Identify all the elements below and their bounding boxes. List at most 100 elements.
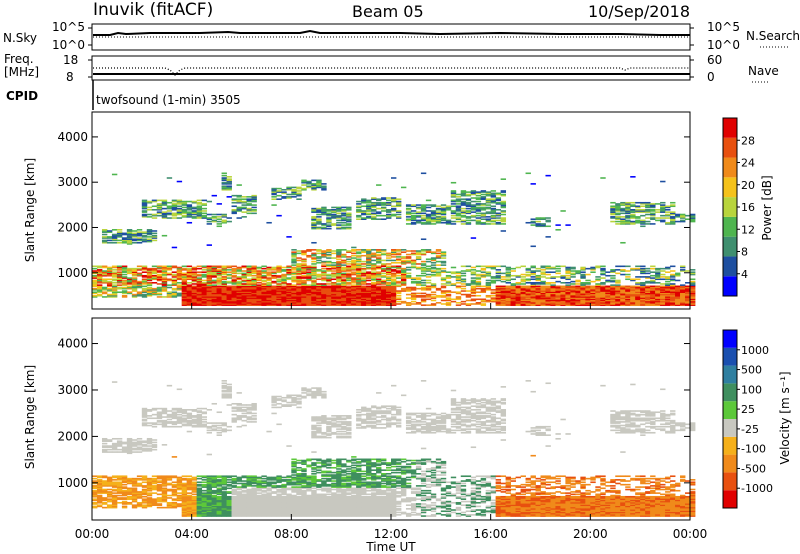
- power-cell: [176, 205, 183, 208]
- power-cell: [371, 291, 377, 294]
- power-cell: [276, 291, 282, 294]
- power-cell: [251, 210, 257, 212]
- power-cell: [376, 212, 382, 215]
- power-cell: [106, 241, 113, 244]
- power-cell: [640, 205, 646, 208]
- power-cell: [440, 271, 447, 273]
- power-cell: [336, 274, 342, 277]
- power-cell: [166, 286, 173, 289]
- power-cell: [495, 303, 502, 305]
- power-cell: [391, 283, 397, 285]
- power-cell: [490, 279, 497, 282]
- power-cell: [291, 273, 297, 276]
- power-cell: [161, 265, 168, 268]
- power-cell: [291, 186, 297, 189]
- power-cell: [625, 299, 631, 302]
- power-cell: [415, 287, 422, 290]
- power-cell: [146, 287, 153, 290]
- power-cell: [286, 303, 292, 305]
- power-cell: [141, 234, 148, 237]
- power-cell: [420, 274, 427, 277]
- power-cell: [296, 285, 302, 288]
- power-cell: [216, 218, 222, 221]
- power-cell: [675, 213, 681, 216]
- power-cell: [405, 223, 412, 225]
- power-cell: [146, 209, 153, 211]
- power-cell: [405, 277, 412, 279]
- power-cell: [206, 304, 212, 306]
- power-cell: [106, 280, 113, 283]
- power-cell: [490, 190, 497, 192]
- power-cell: [92, 292, 98, 295]
- power-cell: [665, 304, 671, 306]
- power-cell: [311, 297, 317, 299]
- power-cell: [136, 285, 143, 288]
- power-cell: [425, 285, 432, 288]
- power-cell: [665, 298, 671, 301]
- power-cell: [430, 252, 437, 255]
- power-cell: [425, 282, 432, 284]
- velocity-cell: [186, 515, 193, 517]
- power-cell: [371, 256, 377, 258]
- power-cell: [475, 223, 482, 225]
- power-cell: [331, 214, 337, 217]
- power-cell: [366, 271, 372, 273]
- power-cell: [281, 277, 287, 279]
- power-cell: [131, 277, 138, 279]
- power-cell: [306, 274, 312, 277]
- power-cell: [356, 292, 362, 295]
- velocity-cell: [141, 424, 148, 427]
- power-cell: [376, 292, 382, 295]
- power-cell: [321, 271, 327, 273]
- power-cell: [366, 253, 372, 256]
- power-cell: [196, 211, 203, 213]
- power-cell: [650, 293, 656, 296]
- power-cell: [620, 297, 626, 299]
- power-cell: [211, 289, 217, 291]
- power-cell: [525, 274, 531, 277]
- power-cell: [520, 292, 526, 295]
- power-cell: [660, 205, 666, 208]
- power-cell: [341, 266, 347, 269]
- power-cell: [381, 287, 387, 290]
- power-cell: [241, 286, 247, 289]
- power-cell: [276, 265, 282, 268]
- power-cell: [505, 278, 511, 281]
- power-cell: [610, 271, 616, 273]
- power-cell: [386, 294, 392, 297]
- power-cell: [371, 205, 377, 208]
- power-cell: [550, 291, 556, 294]
- power-cell: [331, 206, 337, 209]
- power-cell: [391, 198, 397, 200]
- power-cell: [111, 282, 118, 284]
- power-cell: [236, 299, 242, 302]
- power-cell: [291, 260, 297, 263]
- power-cell: [560, 299, 566, 302]
- power-cell: [615, 223, 621, 225]
- power-cell: [186, 205, 193, 208]
- velocity-cell: [131, 498, 138, 500]
- power-cell: [630, 209, 636, 211]
- power-cell: [635, 285, 641, 288]
- velocity-cell: [186, 509, 193, 511]
- power-cell: [395, 285, 402, 288]
- power-cell: [520, 280, 526, 283]
- power-cell: [485, 219, 492, 222]
- power-cell: [445, 223, 452, 225]
- power-cell: [101, 229, 108, 231]
- power-cell: [386, 290, 392, 292]
- power-cell: [430, 283, 437, 285]
- power-cell: [386, 216, 392, 218]
- power-cell: [246, 204, 252, 206]
- power-cell: [570, 276, 576, 278]
- power-cell: [341, 287, 347, 290]
- power-cell: [231, 276, 237, 278]
- power-cell: [241, 297, 247, 299]
- power-cell: [500, 203, 507, 205]
- freq-tick-top: 18: [63, 53, 78, 67]
- velocity-cell: [166, 384, 173, 387]
- power-cell: [366, 290, 372, 292]
- power-cell: [186, 303, 193, 305]
- power-cell: [181, 282, 188, 284]
- power-cell: [316, 283, 322, 285]
